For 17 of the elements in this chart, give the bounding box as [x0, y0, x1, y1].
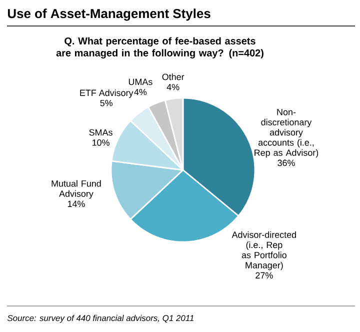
slice-label: Non-discretionary advisory accounts (i.e., Rep as Advisor)	[254, 108, 318, 158]
chart-title: Use of Asset-Management Styles	[8, 8, 210, 21]
data-label: 5%	[100, 100, 113, 106]
chart-subtitle: Q. What percentage of fee-based assets are managed in the following way? (n=402)	[56, 37, 264, 58]
data-label: 4%	[166, 84, 180, 90]
data-label: 10%	[92, 139, 110, 146]
slice-label: Mutual Fund Advisory	[52, 180, 101, 199]
data-label: 4%	[134, 88, 147, 96]
data-label: 27%	[256, 272, 273, 279]
data-label: 36%	[278, 160, 295, 166]
slice-label: Other	[162, 74, 184, 80]
slice-label: SMAs	[89, 129, 112, 136]
slice-label: Advisor-directed (i.e., Rep as Portfolio Manager)	[232, 231, 296, 270]
slice-label: UMAs	[128, 78, 152, 86]
source-note: Source: survey of 440 financial advisors, Q1 2011	[7, 314, 194, 323]
slice-label: ETF Advisory	[80, 89, 134, 98]
data-label: 14%	[68, 200, 85, 208]
